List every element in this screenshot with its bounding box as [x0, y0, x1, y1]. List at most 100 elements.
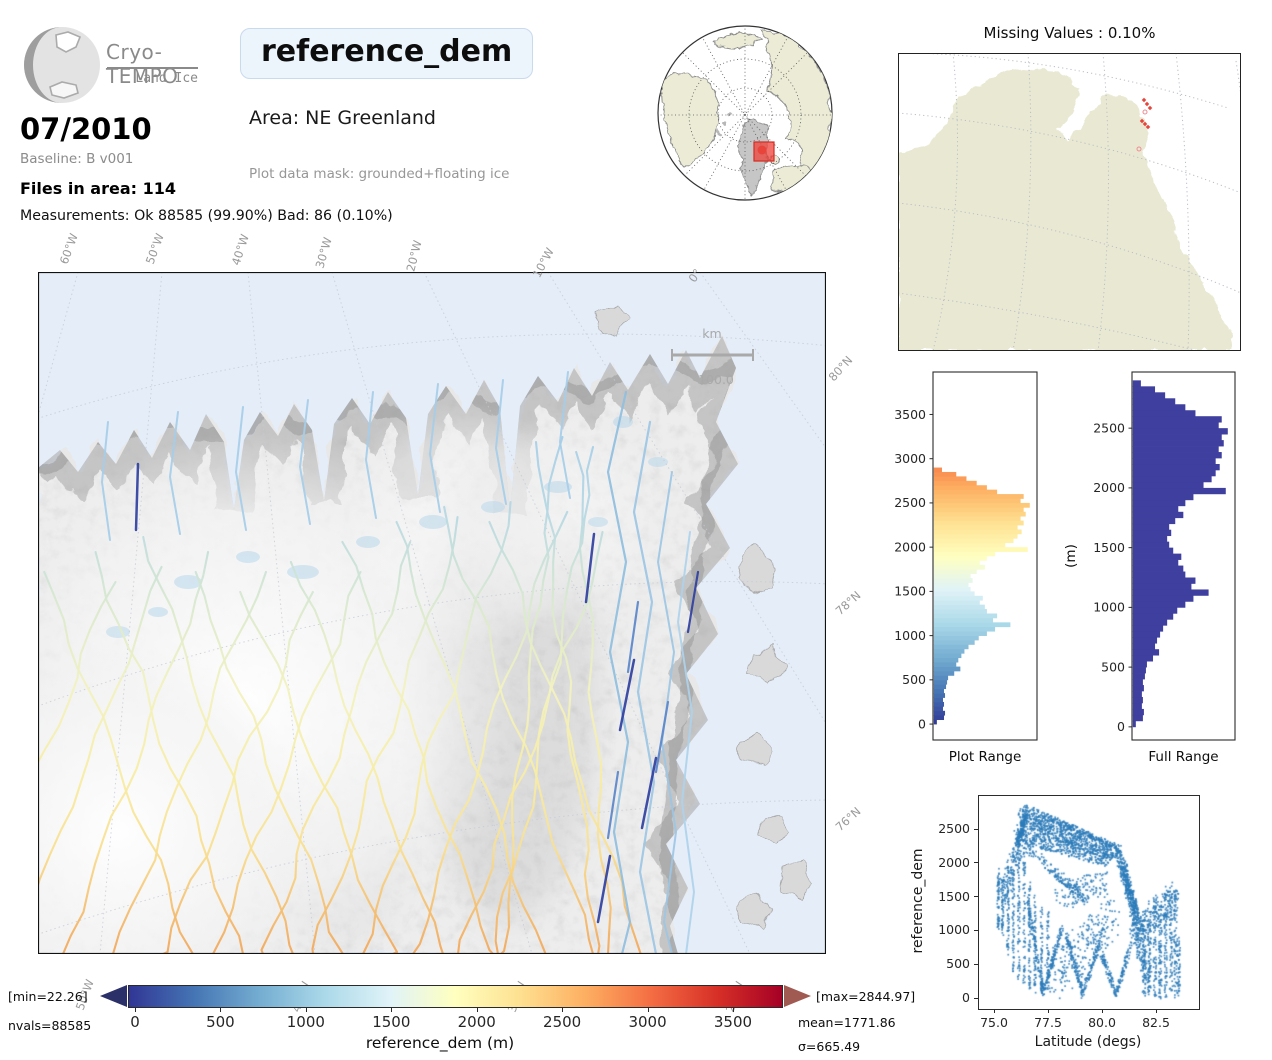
scatter-xtick-label: 80.0	[1088, 1015, 1116, 1030]
colorbar-tick-label: 1000	[286, 1013, 325, 1031]
colorbar-tick	[732, 1008, 734, 1012]
hist-bar	[1132, 481, 1204, 489]
measurements-label: Measurements: Ok 88585 (99.90%) Bad: 86 …	[20, 208, 393, 224]
hist-bar	[933, 476, 967, 482]
hist-tick-label: 2500	[1093, 420, 1125, 435]
plot-data-mask-label: Plot data mask: grounded+floating ice	[249, 166, 510, 182]
hist-bar	[933, 701, 945, 707]
ground-track	[606, 770, 620, 840]
missing-values-title: Missing Values : 0.10%	[983, 24, 1156, 42]
lon-label-top: 40°W	[228, 232, 252, 267]
hist-bar	[1132, 416, 1222, 423]
hist-bar	[1132, 685, 1144, 692]
ground-track	[361, 500, 512, 954]
ground-track	[38, 580, 117, 765]
hist-bar	[933, 485, 987, 491]
plot-range-histogram: 0 500 1000 1500 2000 2500 3000 3500 Plot Range	[895, 371, 1038, 765]
hist-tick-label: 3000	[895, 451, 926, 466]
missing-marker-open	[1142, 109, 1148, 115]
hist-bar	[1132, 643, 1156, 650]
colorbar-tick	[562, 1008, 564, 1012]
hist-bar	[933, 600, 980, 606]
lon-label-top: 60°W	[56, 231, 81, 266]
hist-ylabel: (m)	[1063, 544, 1079, 568]
colorbar-tick-label: 2500	[543, 1013, 582, 1031]
hist-bar	[933, 533, 1018, 539]
hist-bar	[1132, 380, 1141, 387]
map-scalebar	[671, 349, 754, 361]
lat-label-right: 76°N	[832, 804, 864, 834]
colorbar-mean-label: mean=1771.86	[798, 1015, 896, 1030]
colorbar-tick-label: 1500	[372, 1013, 411, 1031]
hist-tick-label: 2000	[895, 539, 926, 554]
ground-track	[194, 570, 345, 954]
ground-track	[632, 420, 658, 954]
hist-bar	[933, 631, 987, 636]
hist-bar	[933, 715, 945, 721]
missing-marker-open	[1136, 146, 1142, 152]
hist-tick-label: 3500	[895, 407, 926, 422]
colorbar-tick	[476, 1008, 478, 1012]
hist-bar	[1132, 386, 1156, 393]
hist-bar	[933, 516, 1021, 521]
hist-bar	[1132, 571, 1186, 578]
hist-bar	[933, 586, 971, 592]
ground-track	[365, 391, 377, 519]
ground-track	[534, 440, 601, 954]
ground-track	[142, 535, 295, 954]
hist-bar	[933, 719, 937, 725]
hist-bar	[1132, 691, 1142, 698]
scatter-ytick	[974, 862, 978, 864]
scatter-ytick-label: 0	[962, 990, 970, 1005]
hist-bar	[933, 648, 965, 654]
missing-map-graticule	[898, 53, 1241, 351]
hist-tick-label: 1000	[1093, 600, 1125, 615]
scatter-xtick	[1047, 1009, 1049, 1013]
missing-map-land	[898, 68, 1233, 351]
ground-track	[239, 590, 399, 954]
hist-bar	[1132, 404, 1186, 411]
scatter-ytick-label: 1500	[938, 888, 970, 904]
colorbar-under-arrow	[100, 985, 127, 1007]
hist-bar	[933, 520, 1024, 526]
scatter-ytick	[974, 896, 978, 898]
hist-tick-label: 0	[1117, 719, 1125, 734]
hist-bar	[1132, 440, 1224, 447]
ground-track	[61, 550, 210, 954]
colorbar-tick	[220, 1008, 222, 1012]
hist-bar	[1132, 583, 1192, 590]
ground-track	[640, 756, 658, 830]
missing-marker	[1139, 118, 1145, 124]
ground-track	[618, 658, 636, 732]
hist-tick-label: 500	[1101, 659, 1125, 674]
hist-bar	[1132, 475, 1212, 483]
scatter-xtick-label: 77.5	[1034, 1015, 1062, 1030]
hist-bar	[933, 684, 947, 690]
hist-bar	[1132, 714, 1143, 722]
hist-bar	[933, 617, 994, 623]
missing-values-markers	[1136, 97, 1153, 152]
colorbar-nvals-label: nvals=88585	[8, 1018, 92, 1033]
colorbar-tick-label: 0	[130, 1013, 140, 1031]
hist-bar	[1132, 428, 1228, 435]
map-ground-tracks	[38, 371, 700, 954]
ground-track	[260, 540, 412, 954]
area-label: Area: NE Greenland	[249, 107, 436, 129]
hist-bar	[1132, 649, 1160, 656]
hist-bar	[933, 480, 977, 486]
hist-bar	[1132, 631, 1161, 638]
hist-axes: 0 500 1000 1500 2000 2500	[1093, 371, 1236, 741]
hist-bar	[1132, 392, 1166, 399]
hist-axes: 0 500 1000 1500 2000 2500 3000 3500	[895, 371, 1038, 741]
scatter-xtick	[1101, 1009, 1103, 1013]
hist-bar	[933, 710, 946, 716]
ground-track	[495, 379, 507, 505]
ground-track	[101, 421, 111, 541]
ground-track	[211, 570, 362, 954]
hist-tick-label: 1500	[895, 584, 926, 599]
hist-bar	[933, 494, 1024, 499]
ground-track	[494, 435, 564, 954]
ground-track	[584, 532, 596, 604]
ground-track	[686, 570, 700, 634]
hist-bar	[1132, 702, 1142, 710]
